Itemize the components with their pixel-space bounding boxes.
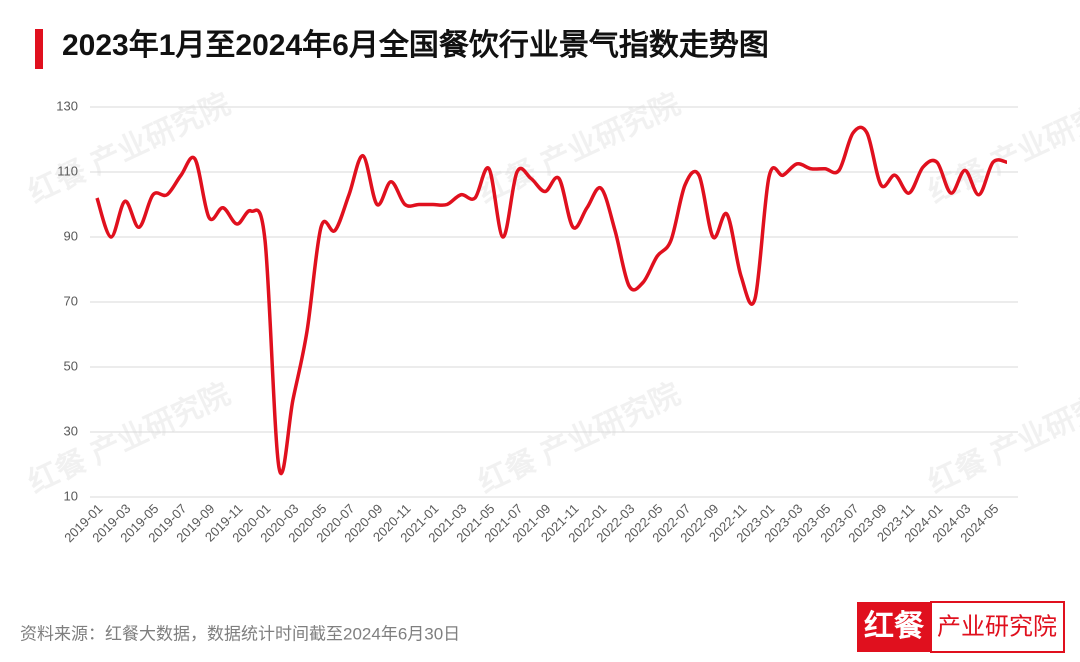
source-note: 资料来源：红餐大数据，数据统计时间截至2024年6月30日 xyxy=(20,624,460,643)
y-tick-label: 130 xyxy=(56,98,78,113)
watermark: 红餐 产业研究院 xyxy=(923,87,1080,210)
watermark: 红餐 产业研究院 xyxy=(923,377,1080,500)
watermark: 红餐 产业研究院 xyxy=(23,377,235,500)
logo-box xyxy=(857,602,931,652)
title-marker xyxy=(35,29,43,69)
logo-box xyxy=(930,601,1065,653)
watermark: 红餐 产业研究院 xyxy=(473,87,685,210)
y-tick-label: 50 xyxy=(64,358,78,373)
logo-text: 产业研究院 xyxy=(937,613,1057,640)
logo: 红餐 产业研究院 xyxy=(857,601,1065,653)
y-tick-label: 30 xyxy=(64,423,78,438)
chart-title: 2023年1月至2024年6月全国餐饮行业景气指数走势图 xyxy=(62,28,769,62)
y-tick-label: 10 xyxy=(64,488,78,503)
y-tick-label: 70 xyxy=(64,293,78,308)
line xyxy=(95,125,1008,476)
y-tick-label: 90 xyxy=(64,228,78,243)
logo-text: 红餐 xyxy=(864,610,925,643)
watermark: 红餐 产业研究院 xyxy=(473,377,685,500)
y-tick-label: 110 xyxy=(57,163,78,178)
